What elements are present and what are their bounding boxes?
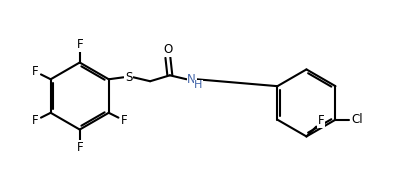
Text: N: N xyxy=(187,73,196,86)
Text: S: S xyxy=(125,71,132,84)
Text: F: F xyxy=(31,65,38,78)
Text: F: F xyxy=(121,114,128,127)
Text: H: H xyxy=(194,80,202,90)
Text: F: F xyxy=(76,141,83,154)
Text: F: F xyxy=(76,38,83,51)
Text: Cl: Cl xyxy=(351,113,363,126)
Text: F: F xyxy=(31,114,38,127)
Text: F: F xyxy=(318,114,325,127)
Text: O: O xyxy=(163,43,173,56)
